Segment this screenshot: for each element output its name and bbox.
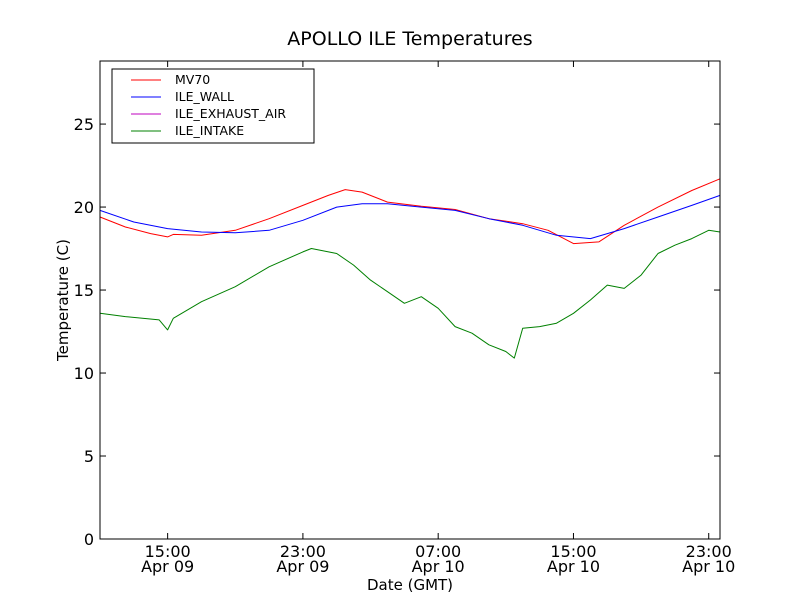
y-tick-label: 10 — [74, 364, 94, 383]
x-tick-label-time: 23:00 — [280, 542, 326, 561]
legend-label: ILE_WALL — [175, 89, 234, 104]
series-line-mv70 — [99, 178, 721, 245]
x-tick-label-date: Apr 09 — [276, 557, 329, 576]
y-axis-title: Temperature (C) — [54, 239, 72, 362]
legend-label: ILE_EXHAUST_AIR — [175, 106, 286, 121]
legend: MV70 ILE_WALL ILE_EXHAUST_AIR ILE_INTAKE — [111, 68, 315, 144]
series-line-ile-wall — [99, 194, 721, 240]
y-axis: 0 5 10 15 20 25 — [74, 115, 720, 549]
chart-title: APOLLO ILE Temperatures — [287, 28, 532, 50]
x-tick-label-time: 23:00 — [686, 542, 732, 561]
series-layer — [99, 178, 721, 359]
y-tick-label: 25 — [74, 115, 94, 134]
y-tick-label: 20 — [74, 198, 94, 217]
x-axis-title: Date (GMT) — [367, 576, 453, 594]
x-tick-label-date: Apr 10 — [682, 557, 735, 576]
x-tick-label-date: Apr 10 — [412, 557, 465, 576]
x-tick-label-date: Apr 09 — [141, 557, 194, 576]
series-line-ile-intake — [99, 229, 721, 359]
y-tick-label: 5 — [84, 447, 94, 466]
x-tick-label-date: Apr 10 — [547, 557, 600, 576]
y-tick-label: 0 — [84, 530, 94, 549]
plot-frame — [99, 60, 721, 540]
y-tick-label: 15 — [74, 281, 94, 300]
legend-label: MV70 — [175, 72, 210, 87]
x-tick-label-time: 15:00 — [145, 542, 191, 561]
x-tick-label-time: 15:00 — [550, 542, 596, 561]
x-tick-label-time: 07:00 — [415, 542, 461, 561]
legend-label: ILE_INTAKE — [175, 123, 244, 138]
